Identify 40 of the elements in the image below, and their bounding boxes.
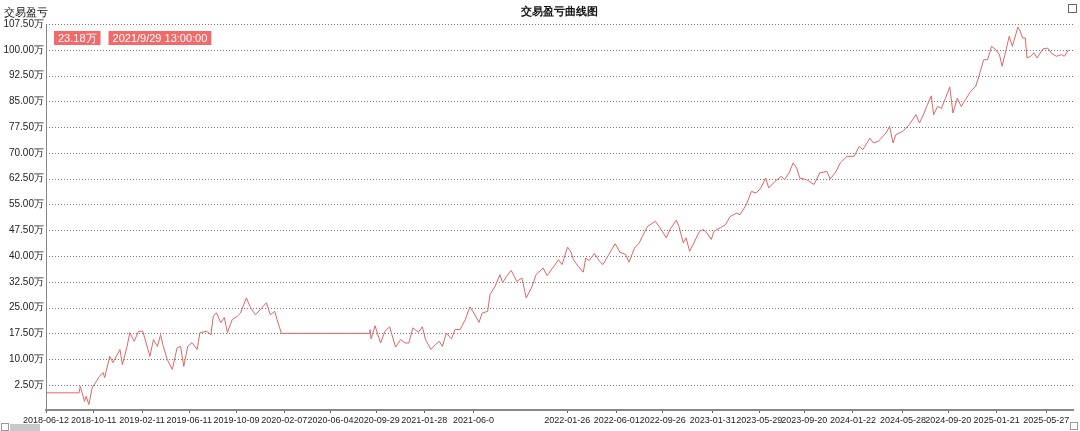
y-tick-label: 70.00万 bbox=[8, 146, 44, 158]
y-tick-label: 40.00万 bbox=[8, 249, 44, 261]
x-tick-label: 2021-06-0 bbox=[452, 414, 495, 425]
x-tick-label: 2025-05-27 bbox=[1023, 414, 1070, 425]
y-tick-label: 77.50万 bbox=[8, 120, 44, 132]
x-tick-label: 2018-06-12 bbox=[22, 414, 70, 425]
x-tick-label: 2022-06-01 bbox=[593, 414, 640, 425]
annotation: 2021/9/29 13:00:00 bbox=[112, 31, 208, 44]
x-tick-label: 2022-01-26 bbox=[544, 414, 591, 425]
y-tick-label: 10.00万 bbox=[8, 352, 44, 364]
annotation: 23.18万 bbox=[58, 31, 97, 44]
y-tick-label: 47.50万 bbox=[8, 223, 44, 235]
y-tick-label: 107.50万 bbox=[3, 17, 44, 29]
x-tick-label: 2019-10-09 bbox=[213, 414, 260, 425]
x-tick-label: 2018-10-11 bbox=[70, 414, 117, 425]
x-tick-label: 2024-01-22 bbox=[829, 414, 876, 425]
y-tick-label: 25.00万 bbox=[8, 301, 44, 313]
y-tick-label: 17.50万 bbox=[8, 327, 44, 339]
x-tick-label: 2021-01-28 bbox=[401, 414, 448, 425]
x-tick-label: 2024-05-28 bbox=[879, 414, 926, 425]
y-tick-label: 32.50万 bbox=[8, 275, 44, 287]
y-tick-label: 85.00万 bbox=[8, 95, 44, 107]
y-tick-label: 62.50万 bbox=[8, 172, 44, 184]
y-tick-label: 100.00万 bbox=[3, 43, 44, 55]
x-tick-label: 2023-09-20 bbox=[781, 414, 828, 425]
chart-title: 交易盈亏曲线图 bbox=[520, 4, 598, 18]
x-tick-label: 2025-01-21 bbox=[973, 414, 1020, 425]
x-tick-label: 2019-06-11 bbox=[166, 414, 212, 425]
x-tick-label: 2023-01-31 bbox=[689, 414, 736, 425]
y-tick-label: 55.00万 bbox=[8, 198, 44, 210]
y-tick-label: 92.50万 bbox=[8, 69, 44, 81]
x-tick-label: 2020-02-07 bbox=[261, 414, 308, 425]
x-tick-label: 2019-02-11 bbox=[119, 414, 165, 425]
x-tick-label: 2020-06-04 bbox=[307, 414, 354, 425]
x-tick-label: 2024-09-20 bbox=[925, 414, 972, 425]
y-tick-label: 2.50万 bbox=[14, 378, 44, 390]
x-tick-label: 2023-05-29 bbox=[736, 414, 783, 425]
x-tick-label: 2020-09-29 bbox=[353, 414, 400, 425]
y-axis-title: 交易盈亏 bbox=[4, 5, 48, 19]
x-tick-label: 2022-09-26 bbox=[639, 414, 686, 425]
